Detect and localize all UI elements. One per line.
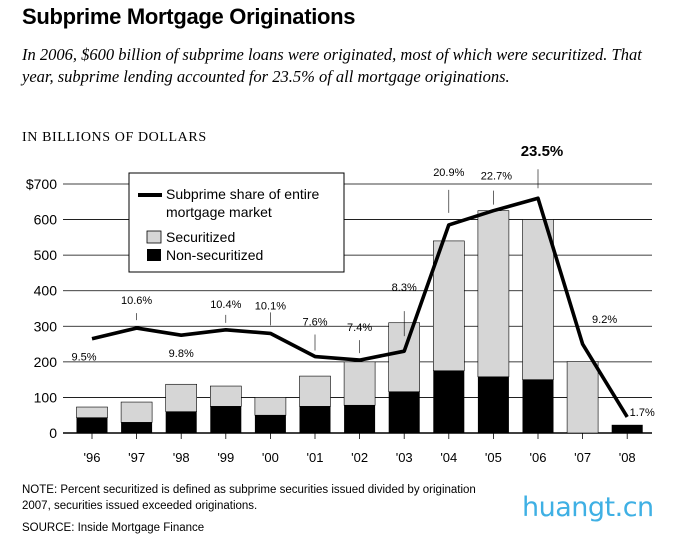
share-point-label: 8.3% [392,282,417,294]
watermark-logo: huangt.cn [522,492,654,523]
share-point-label: 9.5% [71,352,96,364]
y-tick-label: 300 [34,318,58,334]
y-tick-label: 200 [34,354,58,370]
legend-non-securitized-label: Non-securitized [166,247,263,263]
legend-line-label-1: Subprime share of entire [166,186,320,202]
share-point-label: 23.5% [521,143,564,160]
unit-label: IN BILLIONS OF DOLLARS [22,130,207,145]
share-point-label: 10.1% [255,300,286,312]
x-tick-label: '96 [84,450,101,465]
bar-non-securitized [388,391,420,433]
x-tick-label: '98 [173,450,190,465]
x-tick-label: '06 [530,450,547,465]
chart-subtitle: In 2006, $600 billion of subprime loans … [22,45,642,86]
share-point-label: 22.7% [481,171,512,183]
y-tick-label: 0 [49,425,57,441]
y-tick-label: 400 [34,283,58,299]
bar-securitized [210,385,242,407]
bar-non-securitized [344,405,376,433]
y-tick-label: $700 [26,176,57,192]
bar-non-securitized [477,376,509,433]
bar-securitized [566,361,599,434]
share-point-label: 10.6% [121,295,152,307]
x-tick-label: '08 [619,450,636,465]
x-tick-label: '04 [440,450,457,465]
bar-securitized [299,375,331,407]
bar-non-securitized [254,415,286,433]
x-tick-label: '99 [217,450,234,465]
legend-box [128,172,345,273]
share-point-label: 7.4% [347,322,372,334]
source-note: SOURCE: Inside Mortgage Finance [22,522,205,534]
chart-title: Subprime Mortgage Originations [22,4,356,29]
footnote-line-2: 2007, securities issued exceeded origina… [22,500,258,512]
y-tick-label: 100 [34,389,58,405]
bar-securitized [165,383,197,412]
x-tick-label: '00 [262,450,279,465]
x-tick-label: '03 [396,450,413,465]
bar-non-securitized [522,379,554,433]
x-tick-label: '02 [351,450,368,465]
share-point-label: 20.9% [433,167,464,179]
legend-securitized-swatch [146,230,162,244]
y-tick-label: 600 [34,212,58,228]
bar-securitized [254,397,287,416]
legend: Subprime share of entire mortgage market… [128,172,345,273]
bar-non-securitized [299,406,331,433]
bars [76,210,643,434]
x-tick-label: '97 [128,450,145,465]
x-tick-label: '05 [485,450,502,465]
bar-non-securitized [76,417,108,433]
share-point-label: 9.2% [592,314,617,326]
bar-securitized [432,240,465,372]
x-axis-labels: '96 '97 '98 '99 '00 '01 '02 '03 '04 '05 '06 '07 '08 [84,433,636,465]
share-point-label: 10.4% [210,299,241,311]
share-point-label: 9.8% [169,348,194,360]
legend-non-securitized-swatch [147,249,161,261]
bar-securitized [343,361,376,406]
bar-non-securitized [210,406,242,433]
bar-non-securitized [165,411,197,433]
bar-non-securitized [121,422,153,433]
share-point-label: 1.7% [630,407,655,419]
legend-securitized-label: Securitized [166,229,235,245]
x-tick-label: '07 [574,450,591,465]
share-line-group: 9.5% 10.6% 9.8% 10.4% 10.1% 7.6% 7.4% 8.3% 20.9%… [71,143,654,419]
bar-securitized [477,210,510,378]
footnote: NOTE: Percent securitized is defined as … [22,482,522,514]
footnote-line-1: NOTE: Percent securitized is defined as … [22,484,476,496]
bar-non-securitized [611,424,643,433]
x-tick-label: '01 [307,450,324,465]
y-axis-labels: 0 100 200 300 400 500 600 $700 [26,176,57,441]
legend-line-label-2: mortgage market [166,204,272,220]
y-tick-label: 500 [34,247,58,263]
bar-securitized [76,406,108,419]
bar-non-securitized [433,370,465,433]
share-line [91,196,629,418]
bar-securitized [522,219,554,380]
bar-securitized [120,401,153,423]
share-point-label: 7.6% [302,317,327,329]
